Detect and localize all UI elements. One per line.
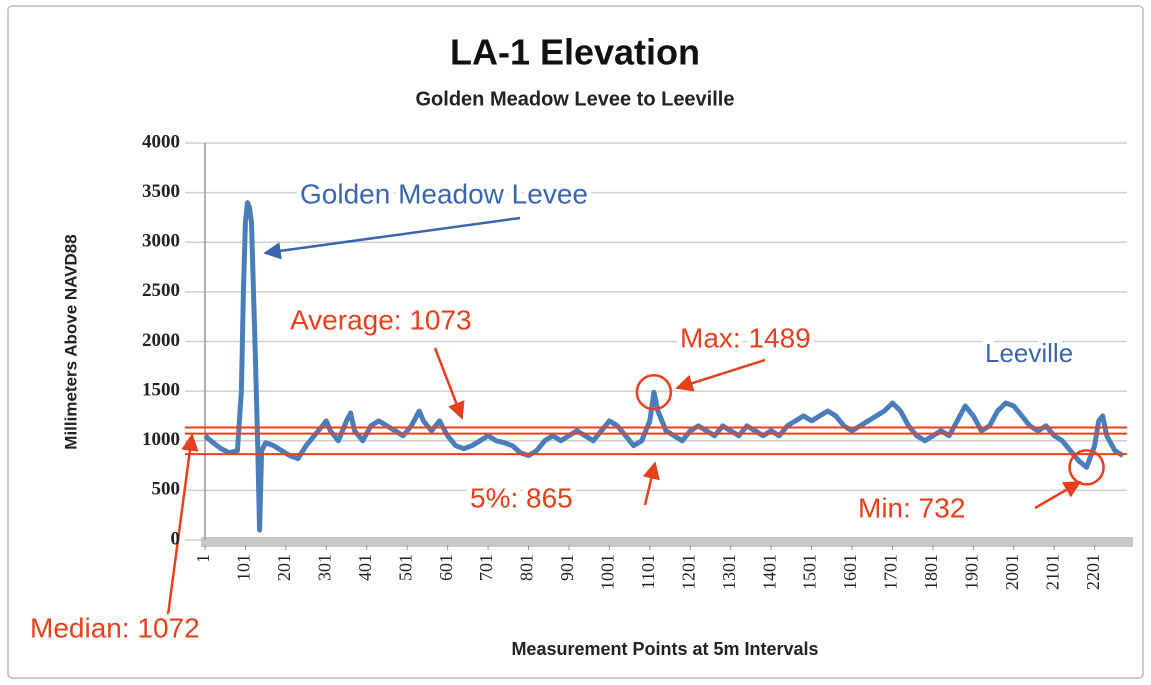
x-tick-label: 2101 [1042,554,1062,590]
x-tick-label: 601 [436,554,456,581]
x-tick-label: 2001 [1002,554,1022,590]
y-tick-label: 500 [152,479,181,500]
x-tick-label: 501 [395,554,415,581]
arrow [166,433,199,616]
x-tick-label: 401 [355,554,375,581]
data-line [203,200,1125,533]
y-tick-label: 1000 [142,429,180,450]
arrows [166,216,1082,616]
y-axis-label: Millimeters Above NAVD88 [61,234,80,449]
x-tick-label: 801 [517,554,537,581]
reference-label: Median: 1072 [30,612,200,643]
x-tick-label: 2201 [1083,554,1103,590]
x-tick-label: 201 [274,554,294,581]
y-tick-label: 2500 [142,280,180,301]
x-tick-label: 1401 [759,554,779,590]
x-tick-label: 901 [557,554,577,581]
x-tick-label: 1101 [638,554,658,589]
reference-label: Average: 1073 [290,304,472,335]
x-tick-label: 1201 [678,554,698,590]
annotation: Golden Meadow Levee [300,178,588,209]
callout-circle [635,373,673,411]
x-tick-label: 1701 [881,554,901,590]
x-tick-label: 1601 [840,554,860,590]
y-tick-label: 2000 [142,330,180,351]
annotation: Leeville [985,338,1073,368]
x-tick-label: 1901 [961,554,981,590]
chart-subtitle: Golden Meadow Levee to Leeville [416,88,735,110]
arrow [675,358,766,392]
x-tick-label: 1001 [598,554,618,590]
chart-title: LA-1 Elevation [450,32,700,73]
y-tick-label: 4000 [142,131,180,152]
x-tick-label: 301 [314,554,334,581]
y-tick-label: 3000 [142,231,180,252]
x-tick-label: 1501 [800,554,820,590]
x-tick-label: 701 [476,554,496,581]
arrow [642,461,660,506]
x-axis-label: Measurement Points at 5m Intervals [511,639,818,659]
y-tick-label: 3500 [142,181,180,202]
callout-circle [1068,449,1105,486]
x-tick-label: 1801 [921,554,941,590]
x-axis [201,537,1133,547]
arrow [263,216,521,260]
callout-label: Max: 1489 [680,322,811,353]
arrow [433,347,465,420]
callout-label: Min: 732 [858,492,965,523]
x-tick-label: 1301 [719,554,739,590]
arrow [1034,480,1082,510]
y-tick-label: 1500 [142,379,180,400]
x-tick-label: 1 [193,554,213,563]
x-tick-label: 101 [234,554,254,581]
y-tick-label: 0 [171,528,181,549]
reference-label: 5%: 865 [470,482,573,513]
